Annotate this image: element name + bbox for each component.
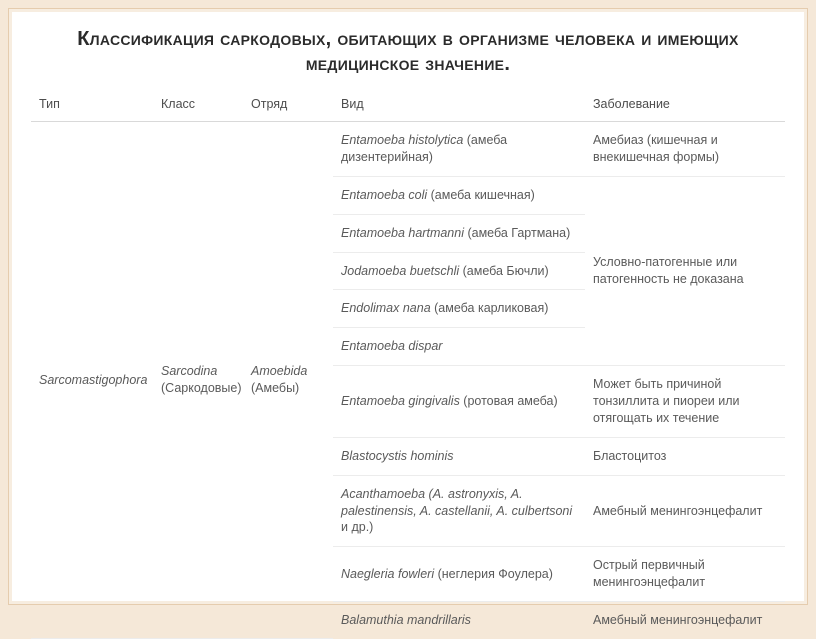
cell-disease: Бластоцитоз <box>585 437 785 475</box>
cell-species: Entamoeba histolytica (амеба дизентерийн… <box>333 122 585 177</box>
col-class: Класс <box>153 89 243 122</box>
col-type: Тип <box>31 89 153 122</box>
cell-disease: Амебный менингоэнцефалит <box>585 475 785 547</box>
cell-disease-merged: Условно-патогенные или патогенность не д… <box>585 176 785 365</box>
cell-order: Amoebida (Амебы) <box>243 122 333 639</box>
table-header-row: Тип Класс Отряд Вид Заболевание <box>31 89 785 122</box>
col-order: Отряд <box>243 89 333 122</box>
cell-species: Entamoeba dispar <box>333 328 585 366</box>
cell-species: Endolimax nana (амеба карликовая) <box>333 290 585 328</box>
type-italic: Sarcomastigophora <box>39 373 147 387</box>
cell-species: Naegleria fowleri (неглерия Фоулера) <box>333 547 585 602</box>
cell-species: Entamoeba gingivalis (ротовая амеба) <box>333 366 585 438</box>
cell-disease: Амебный менингоэнцефалит <box>585 602 785 639</box>
order-italic: Amoebida <box>251 364 307 378</box>
cell-disease: Может быть причиной тонзиллита и пиореи … <box>585 366 785 438</box>
classification-table: Тип Класс Отряд Вид Заболевание Sarcomas… <box>31 89 785 639</box>
class-italic: Sarcodina <box>161 364 217 378</box>
cell-species: Balamuthia mandrillaris <box>333 602 585 639</box>
cell-species: Entamoeba hartmanni (амеба Гартмана) <box>333 214 585 252</box>
cell-species: Acanthamoeba (A. astronyxis, A. palestin… <box>333 475 585 547</box>
col-species: Вид <box>333 89 585 122</box>
cell-class: Sarcodina (Саркодовые) <box>153 122 243 639</box>
cell-type: Sarcomastigophora <box>31 122 153 639</box>
class-plain: (Саркодовые) <box>161 381 242 395</box>
table-row: Sarcomastigophora Sarcodina (Саркодовые)… <box>31 122 785 177</box>
cell-species: Entamoeba coli (амеба кишечная) <box>333 176 585 214</box>
cell-disease: Амебиаз (кишечная и внекишечная формы) <box>585 122 785 177</box>
slide: Классификация саркодовых, обитающих в ор… <box>8 8 808 605</box>
cell-species: Blastocystis hominis <box>333 437 585 475</box>
species-italic: Entamoeba histolytica <box>341 133 463 147</box>
page-title: Классификация саркодовых, обитающих в ор… <box>31 27 785 77</box>
cell-disease: Острый первичный менингоэнцефалит <box>585 547 785 602</box>
col-disease: Заболевание <box>585 89 785 122</box>
cell-species: Jodamoeba buetschli (амеба Бючли) <box>333 252 585 290</box>
order-plain: (Амебы) <box>251 381 299 395</box>
